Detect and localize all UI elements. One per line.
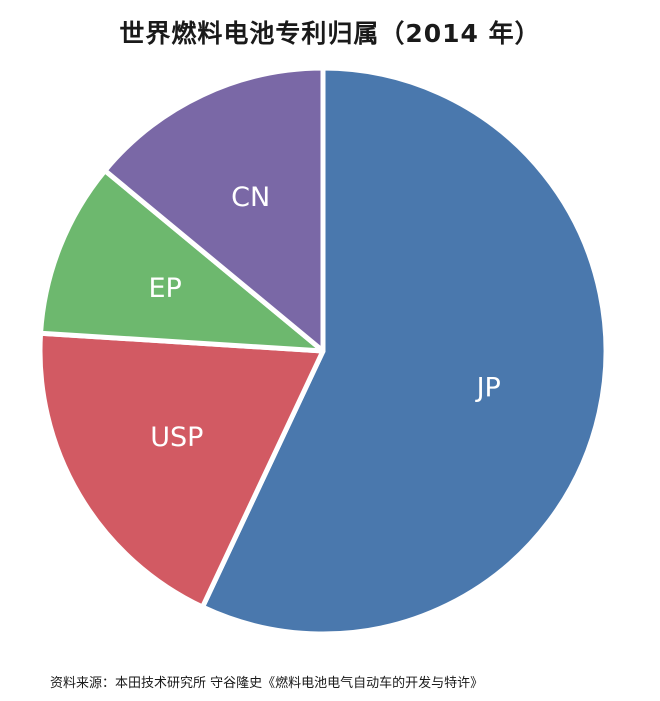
pie-label-ep: EP: [148, 273, 181, 304]
source-note: 资料来源：本田技术研究所 守谷隆史《燃料电池电气自动车的开发与特许》: [50, 676, 484, 691]
pie-slices: [37, 65, 609, 637]
pie-labels: JP USP EP CN: [148, 182, 500, 453]
chart-title: 世界燃料电池专利归属（2014 年）: [119, 19, 541, 48]
pie-slice-usp: [37, 330, 326, 610]
pie-label-jp: JP: [475, 373, 501, 404]
pie-slice-ep: [38, 168, 326, 354]
pie-slice-cn: [102, 65, 326, 354]
pie-label-cn: CN: [231, 182, 270, 213]
pie-label-usp: USP: [150, 422, 203, 453]
pie-slice-jp: [200, 65, 609, 637]
pie-chart: JP USP EP CN: [37, 65, 609, 637]
